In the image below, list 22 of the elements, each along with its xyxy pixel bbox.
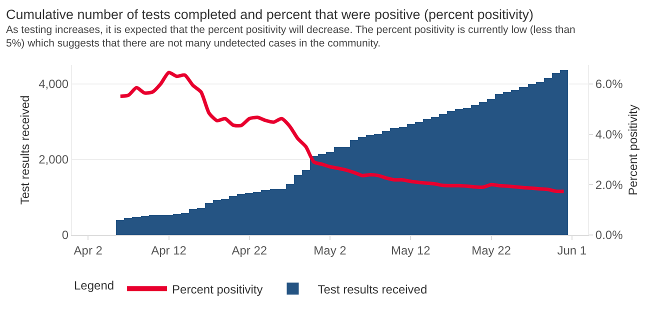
- x-tick-label: Apr 22: [232, 243, 268, 258]
- chart-subtitle: As testing increases, it is expected that the percent positivity will decrease. The percent positivity is currently low (less than 5%) which suggests that there are not many undetected cases in the community.: [6, 24, 576, 50]
- x-tick-label: May 12: [390, 243, 431, 258]
- x-tick-label: Apr 2: [74, 243, 103, 258]
- y2-tick-label: 0.0%: [595, 228, 624, 242]
- x-tick-label: May 22: [472, 243, 512, 258]
- chart-title: Cumulative number of tests completed and percent that were positive (percent positivity): [6, 7, 534, 22]
- x-tick-label: Jun 1: [557, 243, 587, 258]
- x-tick-label: Apr 12: [151, 243, 187, 258]
- legend-label: Test results received: [318, 282, 428, 296]
- legend-title: Legend: [74, 278, 114, 293]
- y2-tick-label: 2.0%: [595, 178, 624, 192]
- y2-tick-label: 4.0%: [595, 127, 624, 142]
- x-tick-label: May 2: [314, 243, 347, 258]
- legend-label: Percent positivity: [172, 282, 263, 296]
- y-axis-title: Test results received: [18, 95, 32, 205]
- y2-axis-title: Percent positivity: [626, 104, 640, 196]
- y-tick-label: 2,000: [38, 152, 69, 167]
- y2-tick-label: 6.0%: [595, 77, 624, 92]
- line-series: [118, 70, 566, 194]
- y-tick-label: 0: [62, 228, 69, 242]
- y-tick-label: 4,000: [38, 77, 69, 92]
